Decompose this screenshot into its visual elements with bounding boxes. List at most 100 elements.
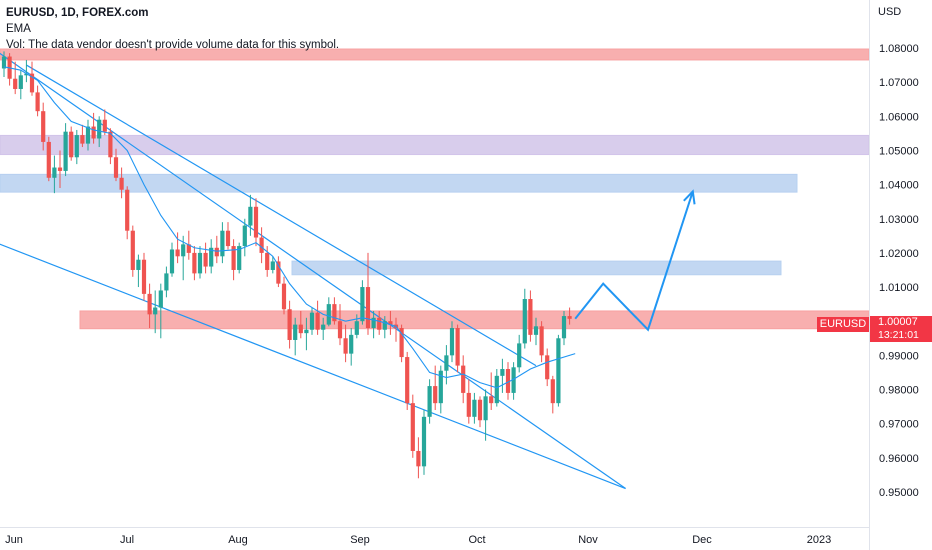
candle-body <box>556 338 561 404</box>
countdown-tag: 13:21:01 <box>870 329 932 342</box>
time-tick-label: Aug <box>228 534 248 546</box>
candle-body <box>489 396 494 404</box>
candle-body <box>46 141 51 178</box>
candle-body <box>438 370 443 404</box>
price-tick-label: 1.05000 <box>879 145 919 157</box>
candle-body <box>52 167 57 178</box>
candle-body <box>147 293 152 315</box>
candle-body <box>528 299 533 335</box>
candle-body <box>567 316 572 319</box>
candle-body <box>91 126 96 139</box>
price-tick-label: 0.95000 <box>879 487 919 499</box>
time-tick-label: 2023 <box>807 534 831 546</box>
time-tick-label: Dec <box>692 534 712 546</box>
candle-body <box>158 290 163 308</box>
candle-body <box>225 230 231 247</box>
channel-line-1 <box>0 243 626 490</box>
candle-body <box>298 324 303 334</box>
candle-body <box>360 287 365 322</box>
candle-body <box>220 230 225 257</box>
candle-body <box>399 328 404 358</box>
candle-body <box>477 399 483 421</box>
candle-body <box>153 307 158 315</box>
candle-body <box>136 259 141 270</box>
currency-label[interactable]: USD <box>878 6 902 18</box>
candle-body <box>169 249 175 274</box>
candle-body <box>57 167 63 171</box>
candle-body <box>242 225 247 247</box>
candle-body <box>197 252 203 274</box>
candle-body <box>214 247 219 257</box>
time-tick-label: Jun <box>5 534 23 546</box>
candle-body <box>483 396 488 421</box>
candle-body <box>231 246 236 270</box>
candle-body <box>433 386 438 404</box>
projection-arrowhead <box>683 189 696 205</box>
candle-body <box>416 450 421 467</box>
candle-body <box>466 392 471 417</box>
candle-body <box>449 328 455 356</box>
candle-body <box>365 287 371 329</box>
candle-body <box>388 321 393 325</box>
candle-body <box>63 131 68 171</box>
symbol-title[interactable]: EURUSD, 1D, FOREX.com <box>6 7 149 19</box>
time-tick-label: Oct <box>468 534 485 546</box>
candle-body <box>209 247 214 267</box>
volume-note: Vol: The data vendor doesn't provide vol… <box>6 39 340 51</box>
candle-body <box>80 135 85 144</box>
candle-body <box>337 321 343 339</box>
candle-body <box>410 403 415 451</box>
candle-body <box>41 111 46 142</box>
zone-blue-3 <box>291 260 782 276</box>
candle-body <box>259 237 264 253</box>
candle-body <box>1 56 7 69</box>
upper-trendline <box>26 64 537 367</box>
candle-body <box>287 309 292 340</box>
candle-body <box>13 78 18 89</box>
candle-body <box>545 355 550 380</box>
candle-body <box>405 357 410 404</box>
candle-body <box>315 312 320 330</box>
candle-body <box>349 334 354 354</box>
candle-body <box>293 324 298 340</box>
candle-body <box>505 369 511 393</box>
candle-body <box>343 338 348 354</box>
candle-body <box>382 321 387 330</box>
time-axis: Jun Jul Aug Sep Oct Nov Dec 2023 <box>5 534 831 546</box>
candle-body <box>24 73 29 76</box>
candle-body <box>354 321 359 335</box>
candle-body <box>321 324 326 330</box>
price-tick-label: 1.08000 <box>879 43 919 55</box>
candle-body <box>18 75 23 89</box>
candle-body <box>500 369 505 376</box>
candle-body <box>175 249 180 257</box>
candle-body <box>377 317 382 330</box>
price-tick-label: 0.97000 <box>879 419 919 431</box>
price-tick-label: 0.99000 <box>879 350 919 362</box>
zone-purple-1 <box>0 134 870 156</box>
candle-body <box>181 244 186 257</box>
candle-body <box>248 206 253 226</box>
candle-body <box>472 399 477 417</box>
candle-body <box>533 326 539 335</box>
candle-body <box>203 252 208 267</box>
candle-body <box>309 312 315 330</box>
candle-body <box>371 317 376 329</box>
candle-body <box>141 259 147 294</box>
candle-body <box>192 252 197 274</box>
price-tick-label: 1.03000 <box>879 214 919 226</box>
candle-body <box>97 119 102 139</box>
candle-body <box>550 379 555 404</box>
projection-path <box>574 191 694 332</box>
zones-layer <box>0 48 870 330</box>
zone-blue-2 <box>0 173 798 193</box>
candle-body <box>494 375 499 404</box>
candle-body <box>164 273 169 291</box>
projection-layer <box>574 189 696 332</box>
price-tick-label: 0.98000 <box>879 385 919 397</box>
indicator-label[interactable]: EMA <box>6 23 31 35</box>
candle-body <box>29 73 35 93</box>
time-tick-label: Sep <box>350 534 370 546</box>
price-tick-label: 1.07000 <box>879 77 919 89</box>
